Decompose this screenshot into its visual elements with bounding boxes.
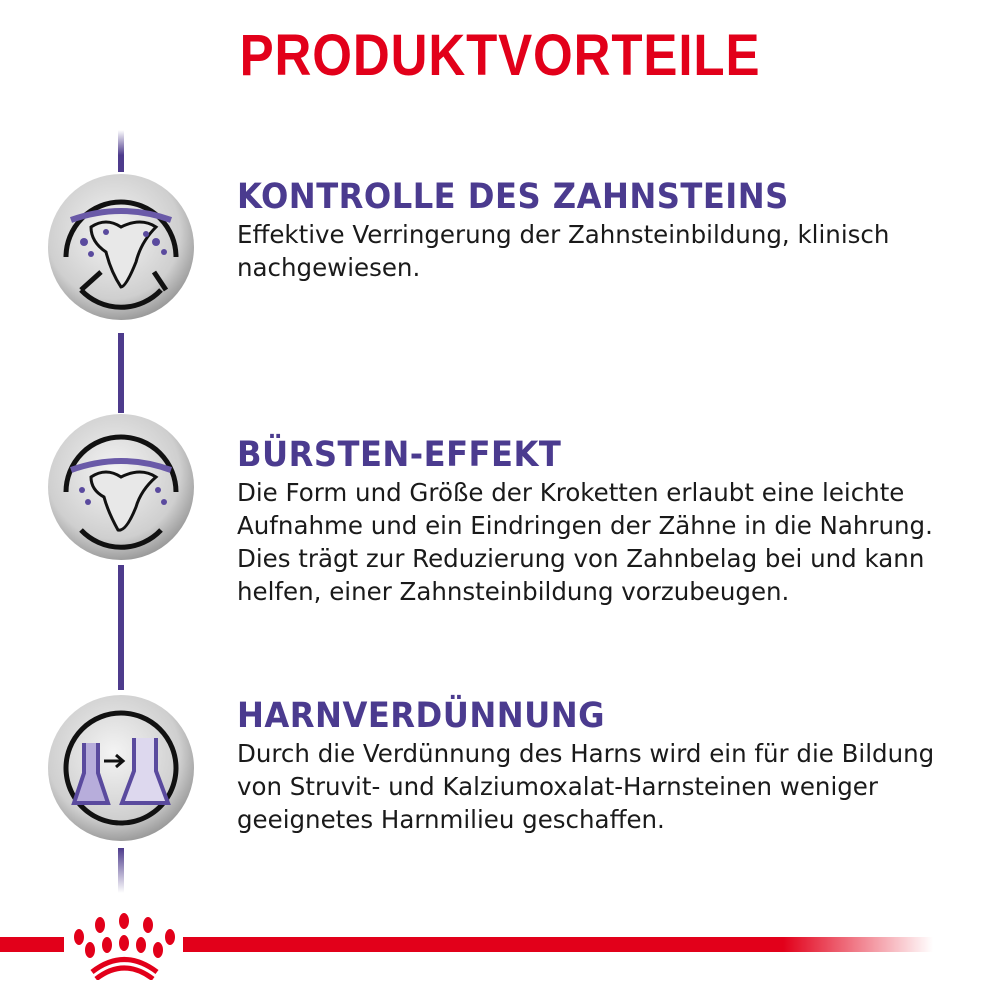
benefit-heading: KONTROLLE DES ZAHNSTEINS	[237, 177, 789, 217]
benefit-heading: BÜRSTEN-EFFEKT	[237, 435, 562, 475]
royal-canin-crown-logo	[74, 913, 175, 980]
benefit-text: Effektive Verringerung der Zahnsteinbild…	[237, 220, 890, 282]
benefit-heading: HARNVERDÜNNUNG	[237, 696, 606, 736]
timeline-line	[118, 565, 124, 690]
page-title: PRODUKTVORTEILE	[239, 23, 761, 88]
timeline-line	[118, 130, 124, 172]
benefit-tartar-control: KONTROLLE DES ZAHNSTEINS Effektive Verri…	[237, 176, 977, 284]
timeline-line	[118, 848, 124, 893]
timeline-line	[118, 333, 124, 413]
benefit-text: Durch die Verdünnung des Harns wird ein …	[237, 739, 935, 834]
brushing-effect-icon	[48, 414, 194, 560]
brand-bar-right	[183, 937, 933, 952]
tartar-control-icon	[48, 174, 194, 320]
benefit-brushing-effect: BÜRSTEN-EFFEKT Die Form und Größe der Kr…	[237, 434, 977, 608]
benefit-urine-dilution: HARNVERDÜNNUNG Durch die Verdünnung des …	[237, 695, 977, 836]
brand-bar-left	[0, 937, 64, 952]
benefit-text: Die Form und Größe der Kroketten erlaubt…	[237, 478, 933, 606]
urine-dilution-icon	[48, 695, 194, 841]
